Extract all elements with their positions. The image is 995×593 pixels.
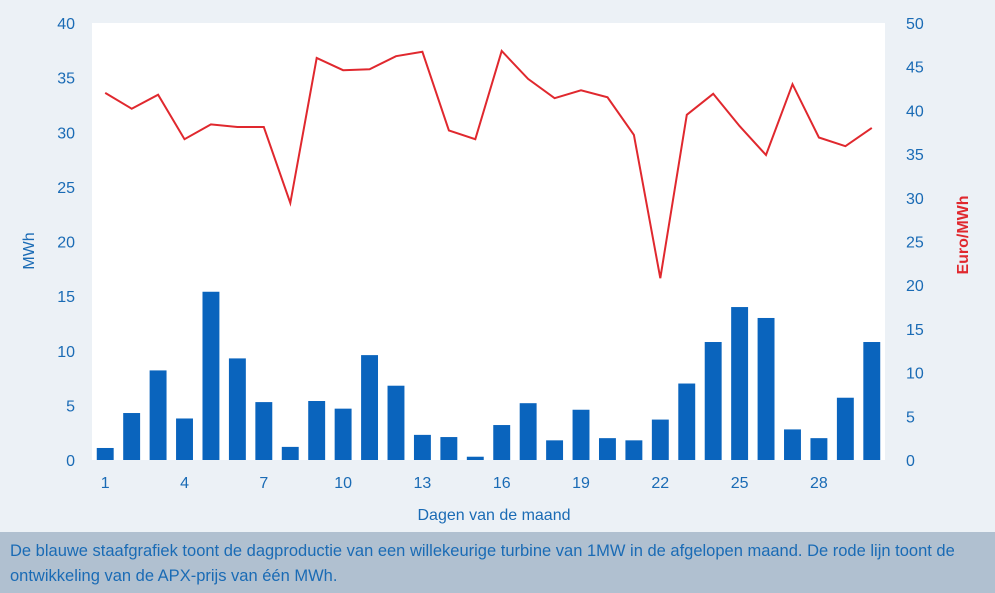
left-tick-label: 0 [66, 453, 75, 470]
bar-day-2 [123, 413, 141, 460]
left-tick-label: 20 [57, 235, 75, 252]
left-tick-label: 40 [57, 16, 75, 33]
right-tick-label: 45 [906, 60, 924, 77]
bar-day-29 [836, 397, 854, 460]
right-tick-label: 35 [906, 147, 924, 164]
chart-caption: De blauwe staafgrafiek toont de dagprodu… [0, 532, 995, 593]
price-line [104, 49, 873, 279]
x-tick-label: 22 [651, 475, 669, 492]
bar-day-8 [281, 446, 299, 460]
y-axis-title-left: MWh [21, 232, 38, 269]
left-tick-label: 10 [57, 344, 75, 361]
right-tick-label: 50 [906, 16, 924, 33]
bar-day-4 [176, 418, 193, 460]
bar-day-28 [810, 438, 828, 460]
bar-series [96, 291, 881, 460]
bar-day-5 [202, 291, 220, 460]
x-tick-label: 16 [493, 475, 511, 492]
right-tick-label: 40 [906, 103, 924, 120]
x-tick-label: 13 [414, 475, 432, 492]
bar-day-18 [546, 440, 564, 460]
line-series [104, 49, 873, 279]
left-tick-label: 35 [57, 71, 75, 88]
bar-day-24 [704, 342, 722, 460]
right-tick-label: 20 [906, 278, 924, 295]
combo-chart: 0 5 10 15 20 25 30 35 40 0 5 10 15 20 25 30 35 40 45 50 1 4… [21, 16, 972, 524]
x-axis-ticks: 1 4 7 10 13 16 19 22 25 28 [101, 475, 828, 492]
x-tick-label: 19 [572, 475, 590, 492]
left-tick-label: 5 [66, 398, 75, 415]
right-tick-label: 0 [906, 453, 915, 470]
y-axis-title-right: Euro/MWh [955, 195, 972, 274]
bar-day-12 [387, 385, 405, 460]
bar-day-15 [466, 456, 484, 460]
bar-day-23 [678, 383, 696, 460]
bar-day-13 [413, 434, 431, 460]
left-tick-label: 15 [57, 289, 75, 306]
x-tick-label: 28 [810, 475, 828, 492]
bar-day-11 [361, 355, 379, 460]
left-tick-label: 25 [57, 180, 75, 197]
x-tick-label: 4 [180, 475, 189, 492]
bar-day-6 [228, 358, 246, 460]
bar-day-21 [625, 440, 643, 460]
bar-day-30 [863, 342, 881, 460]
right-tick-label: 10 [906, 366, 924, 383]
bar-day-14 [440, 437, 458, 460]
bar-day-10 [334, 408, 352, 460]
bar-day-16 [493, 425, 511, 460]
left-axis-ticks: 0 5 10 15 20 25 30 35 40 [57, 16, 75, 470]
bar-day-19 [572, 409, 590, 460]
right-tick-label: 30 [906, 191, 924, 208]
right-tick-label: 5 [906, 409, 915, 426]
bar-day-7 [255, 402, 273, 460]
x-tick-label: 25 [731, 475, 749, 492]
left-tick-label: 30 [57, 125, 75, 142]
bar-day-3 [149, 370, 167, 460]
bar-day-26 [757, 317, 775, 460]
x-tick-label: 10 [334, 475, 352, 492]
bar-day-20 [598, 438, 616, 460]
chart-area: 0 5 10 15 20 25 30 35 40 0 5 10 15 20 25 30 35 40 45 50 1 4… [21, 16, 972, 524]
bar-day-27 [784, 429, 801, 460]
bar-day-9 [308, 401, 326, 460]
right-tick-label: 25 [906, 235, 924, 252]
bar-day-25 [731, 307, 749, 460]
right-axis-ticks: 0 5 10 15 20 25 30 35 40 45 50 [906, 16, 924, 470]
x-tick-label: 1 [101, 475, 110, 492]
right-tick-label: 15 [906, 322, 924, 339]
x-axis-title: Dagen van de maand [418, 507, 571, 524]
bar-day-1 [96, 447, 114, 460]
bar-day-22 [651, 419, 669, 460]
x-tick-label: 7 [259, 475, 268, 492]
bar-day-17 [519, 403, 537, 460]
